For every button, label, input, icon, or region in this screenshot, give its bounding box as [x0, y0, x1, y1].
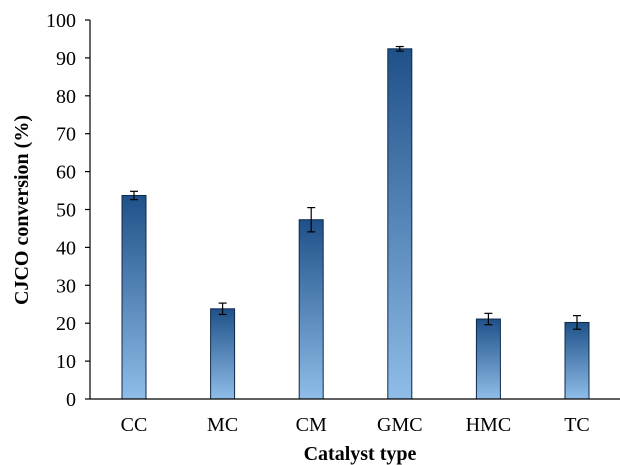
y-tick-label-70: 70 — [56, 124, 76, 146]
error-bar-hmc — [484, 312, 493, 326]
error-bar-tc — [573, 315, 581, 330]
y-tick-label-90: 90 — [56, 48, 76, 70]
y-ticks-layer: 0 10 20 30 40 50 60 70 80 90 100 — [46, 10, 90, 411]
x-tick-label-hmc: HMC — [466, 414, 512, 436]
y-tick-label-50: 50 — [56, 200, 76, 222]
error-bars-layer — [130, 45, 581, 330]
y-tick-label-40: 40 — [56, 237, 76, 259]
bar-mc — [210, 308, 236, 400]
y-tick-label-80: 80 — [56, 86, 76, 108]
x-ticks-layer: CC MC CM GMC HMC TC — [121, 414, 590, 436]
x-axis-title: Catalyst type — [304, 443, 417, 465]
x-tick-label-mc: MC — [207, 414, 238, 436]
y-axis-title: CJCO conversion (%) — [11, 115, 33, 305]
error-bar-gmc — [395, 45, 404, 52]
bar-gmc — [387, 48, 413, 400]
x-tick-label-gmc: GMC — [377, 414, 423, 436]
bar-tc — [564, 321, 590, 400]
x-tick-label-tc: TC — [564, 414, 590, 436]
bar-hmc — [475, 318, 501, 400]
y-tick-label-10: 10 — [56, 351, 76, 373]
y-tick-label-30: 30 — [56, 275, 76, 297]
bar-cm — [298, 219, 324, 400]
y-tick-label-0: 0 — [66, 389, 76, 411]
y-tick-label-20: 20 — [56, 313, 76, 335]
y-tick-label-60: 60 — [56, 162, 76, 184]
error-bar-cm — [307, 207, 316, 233]
y-tick-label-100: 100 — [46, 10, 76, 32]
bars-layer — [121, 48, 590, 400]
x-tick-label-cc: CC — [121, 414, 148, 436]
error-bar-cc — [130, 190, 138, 201]
bar-cc — [121, 194, 147, 400]
error-bar-mc — [218, 302, 227, 316]
x-tick-label-cm: CM — [296, 414, 327, 436]
